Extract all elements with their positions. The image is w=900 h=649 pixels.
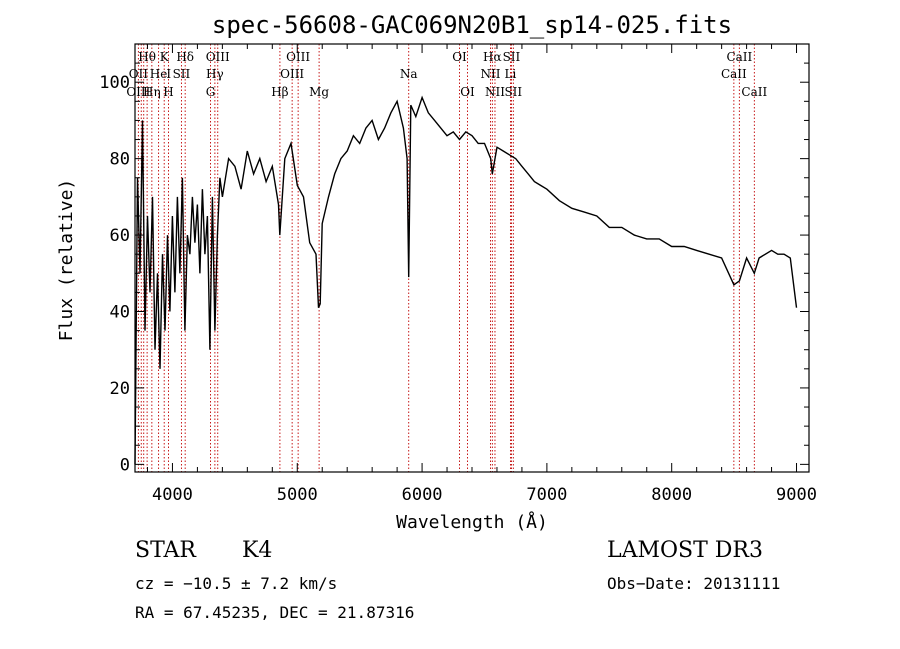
plot-frame (134, 43, 810, 473)
line-label: OI (460, 85, 475, 99)
line-label: He (150, 67, 168, 81)
line-label: SII (504, 85, 522, 99)
x-tick-label: 6000 (402, 485, 443, 505)
object-subclass: K4 (242, 538, 273, 563)
line-label: OIII (126, 85, 150, 99)
y-tick-label: 60 (110, 226, 130, 246)
emission-line-markers (137, 44, 755, 472)
line-label: CaII (741, 85, 767, 99)
object-class: STAR (135, 538, 196, 563)
line-label: Hγ (206, 67, 224, 81)
line-label: OIII (206, 50, 230, 64)
observation-date: Obs−Date: 20131111 (607, 574, 781, 593)
line-label: H (163, 85, 173, 99)
line-label: Hθ (138, 50, 156, 64)
line-label: Hα (483, 50, 502, 64)
line-label: OIII (286, 50, 310, 64)
spectrum-line (134, 95, 798, 465)
x-axis-label: Wavelength (Å) (396, 511, 548, 533)
redshift-value: cz = −10.5 ± 7.2 km/s (135, 574, 338, 593)
line-label: OI (452, 50, 467, 64)
y-tick-label: 0 (120, 455, 130, 475)
line-label: Hβ (271, 85, 288, 99)
line-label: NII (480, 67, 500, 81)
line-label: Li (505, 67, 517, 81)
line-label: OIII (280, 67, 304, 81)
y-tick-label: 40 (110, 303, 130, 323)
line-label: SII (173, 67, 191, 81)
line-label: SII (503, 50, 521, 64)
line-label: Hδ (176, 50, 194, 64)
line-label: Hη (143, 85, 161, 99)
axis-ticks: 4000 5000 6000 7000 8000 9000 0 20 40 60 80 100 (99, 43, 817, 505)
line-label: K (160, 50, 170, 64)
y-axis-label: Flux (relative) (56, 179, 77, 342)
line-label: OII (129, 67, 149, 81)
coordinates: RA = 67.45235, DEC = 21.87316 (135, 603, 415, 622)
y-tick-label: 20 (110, 379, 130, 399)
x-tick-label: 4000 (152, 485, 193, 505)
survey-name: LAMOST DR3 (607, 538, 763, 563)
x-tick-label: 8000 (651, 485, 692, 505)
x-tick-label: 5000 (277, 485, 318, 505)
line-label: G (206, 85, 216, 99)
line-label: NII (485, 85, 505, 99)
chart-title: spec-56608-GAC069N20B1_sp14-025.fits (212, 11, 732, 39)
line-label: CaII (726, 50, 752, 64)
line-label: CaII (721, 67, 747, 81)
y-tick-label: 100 (99, 73, 130, 93)
x-tick-label: 7000 (526, 485, 567, 505)
line-label: I (166, 67, 171, 81)
x-tick-label: 9000 (776, 485, 817, 505)
line-label: Mg (309, 85, 329, 99)
line-label: Na (400, 67, 418, 81)
y-tick-label: 80 (110, 150, 130, 170)
